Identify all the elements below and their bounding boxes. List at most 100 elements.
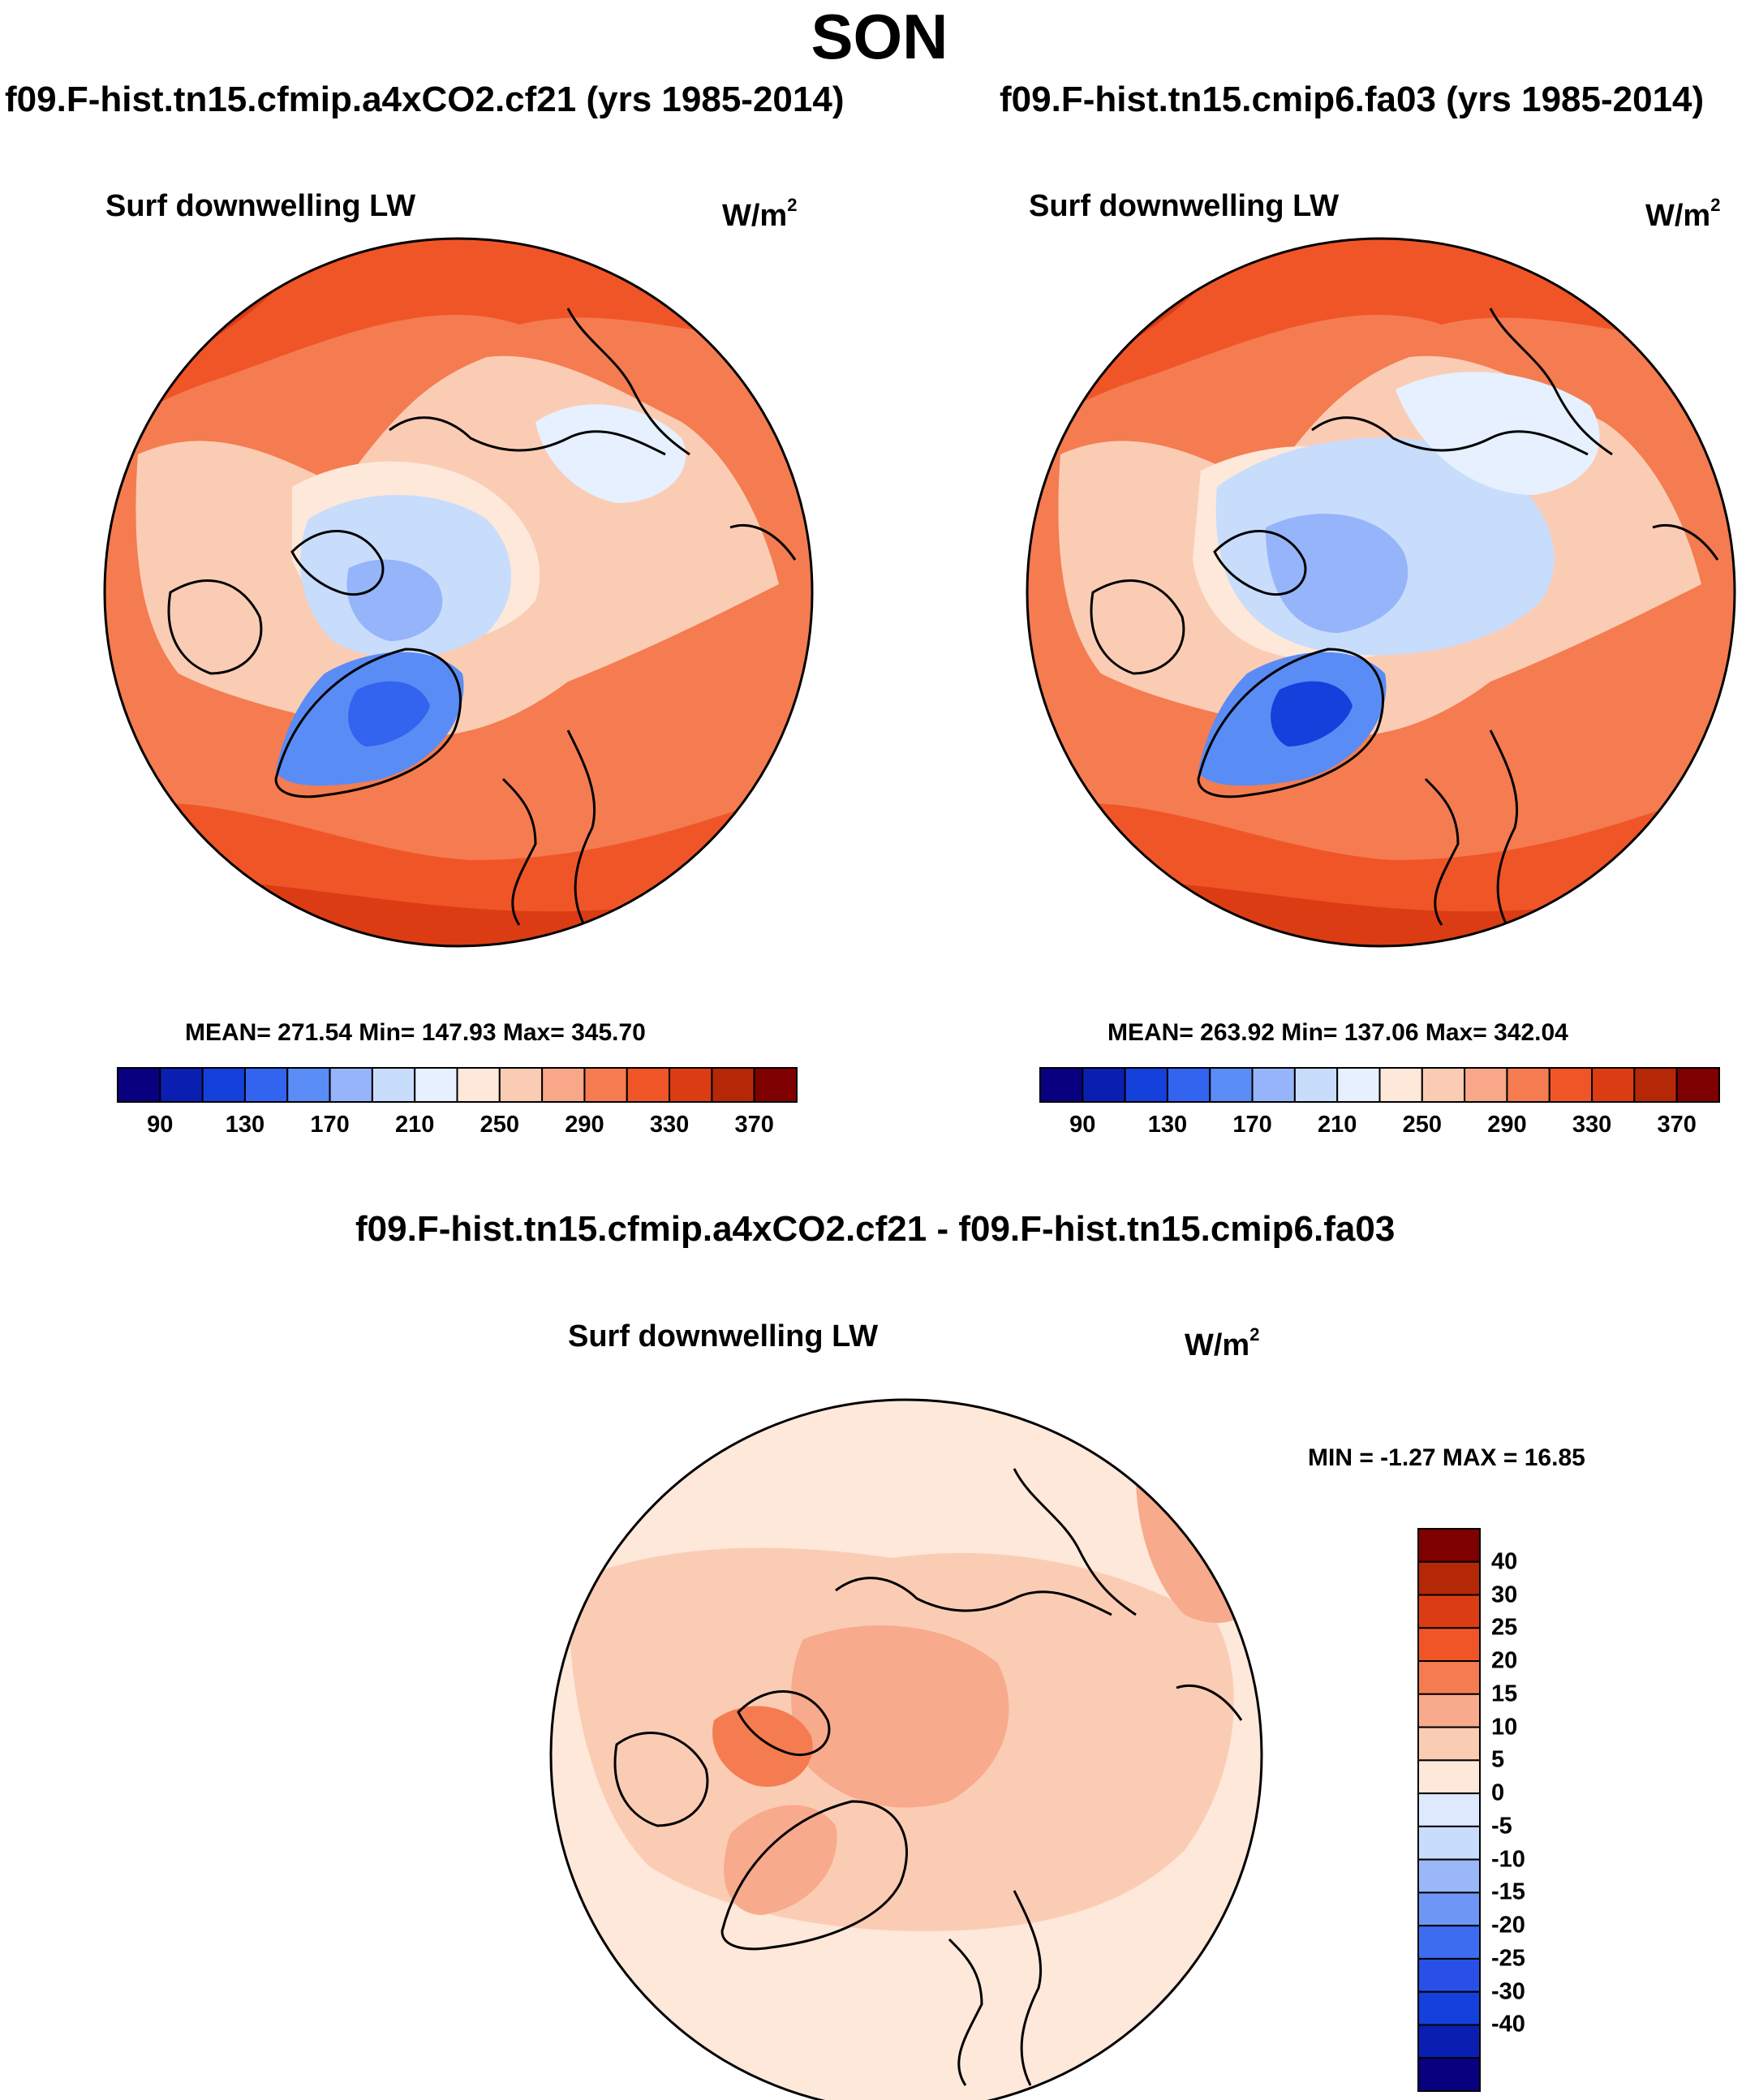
panel2-run-title: f09.F-hist.tn15.cmip6.fa03 (yrs 1985-201… xyxy=(1000,80,1705,119)
field-center xyxy=(791,1625,1009,1808)
colorbar-tick-label: -15 xyxy=(1491,1878,1525,1905)
colorbar-box xyxy=(1506,1067,1550,1103)
colorbar-tick-label: 10 xyxy=(1491,1714,1518,1741)
field-greenland xyxy=(724,1805,837,1915)
colorbar-box xyxy=(1417,1594,1481,1629)
colorbar-box xyxy=(414,1067,458,1103)
panel3-run-title: f09.F-hist.tn15.cfmip.a4xCO2.cf21 - f09.… xyxy=(355,1209,1396,1249)
panel3-units: W/m2 xyxy=(1185,1324,1260,1362)
colorbar-tick-label: 210 xyxy=(1317,1112,1357,1138)
colorbar-tick-label: -30 xyxy=(1491,1978,1525,2005)
colorbar-box xyxy=(1417,1660,1481,1695)
colorbar-tick-label: 170 xyxy=(310,1112,350,1138)
panel1-run-title: f09.F-hist.tn15.cfmip.a4xCO2.cf21 (yrs 1… xyxy=(5,80,845,119)
panel3-field xyxy=(551,1400,1262,2100)
colorbar-tick-label: 25 xyxy=(1491,1614,1518,1641)
colorbar-tick-label: -25 xyxy=(1491,1945,1525,1972)
colorbar-tick-label: -10 xyxy=(1491,1846,1525,1873)
colorbar-tick-label: 20 xyxy=(1491,1647,1518,1674)
colorbar-box xyxy=(1417,2057,1481,2093)
figure-title: SON xyxy=(811,1,948,72)
colorbar-tick-label: 15 xyxy=(1491,1680,1518,1707)
field-greenland-2 xyxy=(348,681,430,747)
colorbar-tick-label: 40 xyxy=(1491,1548,1518,1575)
colorbar-box xyxy=(1417,2024,1481,2059)
colorbar-tick-label: 170 xyxy=(1232,1112,1272,1138)
panel2-coastlines xyxy=(1090,308,1719,926)
colorbar-box xyxy=(1417,1858,1481,1894)
colorbar-tick-label: 290 xyxy=(1487,1112,1527,1138)
colorbar-tick-label: 5 xyxy=(1491,1746,1505,1773)
panel2-units: W/m2 xyxy=(1645,195,1721,233)
colorbar-tick-label: 0 xyxy=(1491,1779,1505,1806)
colorbar-box xyxy=(1421,1067,1466,1103)
panel1-coastlines xyxy=(167,308,797,926)
panel2-variable-title: Surf downwelling LW xyxy=(1029,189,1340,223)
panel1-map-border xyxy=(103,237,814,948)
colorbar-box xyxy=(329,1067,373,1103)
colorbar-box xyxy=(1417,1825,1481,1861)
colorbar-tick-label: 90 xyxy=(147,1112,174,1138)
field-greenland-2 xyxy=(1271,681,1353,747)
panel2-map-border xyxy=(1026,237,1736,948)
colorbar-box xyxy=(117,1067,161,1103)
colorbar-tick-label: 370 xyxy=(1657,1112,1697,1138)
colorbar-tick-label: -5 xyxy=(1491,1813,1512,1840)
colorbar-box xyxy=(1417,1693,1481,1728)
colorbar-box xyxy=(159,1067,204,1103)
field-ice-mid xyxy=(1266,514,1408,633)
colorbar-tick-label: 130 xyxy=(225,1112,265,1138)
colorbar-box xyxy=(1082,1067,1126,1103)
colorbar-tick-label: 330 xyxy=(1572,1112,1612,1138)
panel1-variable-title: Surf downwelling LW xyxy=(105,189,416,223)
colorbar-box xyxy=(541,1067,586,1103)
colorbar-tick-label: 130 xyxy=(1147,1112,1188,1138)
colorbar-tick-label: 30 xyxy=(1491,1581,1518,1608)
field-siberia-pale xyxy=(1396,372,1600,495)
panel3-stats: MIN = -1.27 MAX = 16.85 xyxy=(1308,1444,1585,1471)
colorbar-tick-label: 370 xyxy=(734,1112,774,1138)
colorbar-box xyxy=(1417,1627,1481,1663)
colorbar-box xyxy=(1039,1067,1084,1103)
field-ice-mid xyxy=(346,559,443,641)
colorbar-box xyxy=(1209,1067,1254,1103)
colorbar-box xyxy=(583,1067,628,1103)
field-caa xyxy=(712,1706,813,1787)
colorbar-box xyxy=(1548,1067,1593,1103)
colorbar-box xyxy=(1675,1067,1720,1103)
colorbar-tick-label: -20 xyxy=(1491,1912,1525,1939)
panel1-stats: MEAN= 271.54 Min= 147.93 Max= 345.70 xyxy=(185,1019,646,1046)
panel3-variable-title: Surf downwelling LW xyxy=(568,1319,879,1353)
colorbar-box xyxy=(1417,1759,1481,1795)
colorbar-tick-label: -40 xyxy=(1491,2011,1525,2038)
panel2-stats: MEAN= 263.92 Min= 137.06 Max= 342.04 xyxy=(1107,1019,1568,1046)
panel1-units: W/m2 xyxy=(722,195,798,233)
colorbar-box xyxy=(1417,1891,1481,1927)
field-siberia-pale xyxy=(535,404,686,503)
colorbar-box xyxy=(1417,1792,1481,1827)
colorbar-box xyxy=(1417,1990,1481,2026)
colorbar-tick-label: 250 xyxy=(480,1112,520,1138)
colorbar-tick-label: 290 xyxy=(565,1112,604,1138)
colorbar-box xyxy=(1417,1528,1481,1563)
colorbar-box xyxy=(456,1067,501,1103)
colorbar-box xyxy=(753,1067,798,1103)
colorbar-tick-label: 210 xyxy=(394,1112,435,1138)
colorbar-box xyxy=(1417,1726,1481,1762)
panel3-map-border xyxy=(549,1398,1263,2100)
colorbar-box xyxy=(201,1067,246,1103)
colorbar-box xyxy=(1417,1925,1481,1960)
colorbar-box xyxy=(371,1067,416,1103)
colorbar-box xyxy=(1417,1957,1481,1993)
panel3-coastlines xyxy=(613,1468,1243,2086)
colorbar-box xyxy=(498,1067,544,1103)
colorbar-box xyxy=(1417,1560,1481,1596)
colorbar-box xyxy=(1293,1067,1339,1103)
colorbar-tick-label: 250 xyxy=(1402,1112,1443,1138)
